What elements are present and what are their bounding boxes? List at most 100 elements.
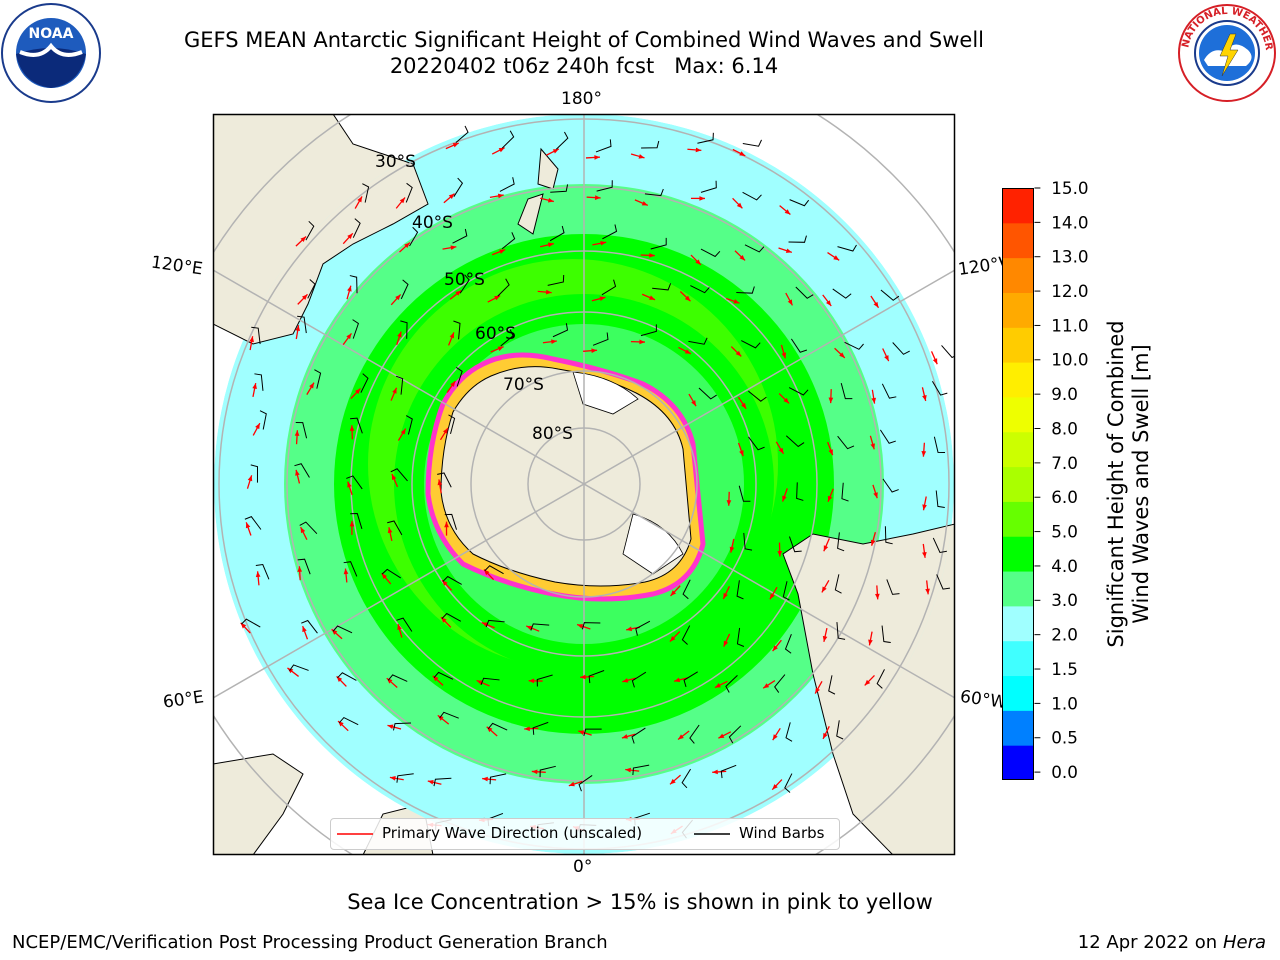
wind-barb [788, 536, 802, 553]
wind-barb [841, 482, 849, 502]
wind-barb [307, 279, 316, 299]
wave-arrow-head [839, 352, 845, 358]
lon-label-120e: 120°E [149, 252, 204, 280]
colorbar-segment [1002, 188, 1034, 224]
wind-barb [602, 224, 618, 240]
wave-arrow-head [828, 449, 833, 456]
wind-barb [936, 574, 950, 590]
wind-barb [681, 625, 691, 645]
wind-barb [834, 574, 842, 594]
colorbar-tick-label: 15.0 [1051, 178, 1088, 198]
wind-barb [501, 232, 516, 250]
wave-arrow-head [442, 580, 448, 586]
wind-barb [881, 625, 891, 644]
wind-barb [736, 286, 755, 294]
wave-arrow-head [826, 300, 832, 307]
wind-barb [350, 417, 363, 434]
wave-arrow-head [392, 387, 397, 394]
wave-arrow-head [387, 724, 394, 730]
wave-arrow-head [400, 428, 406, 435]
wave-arrow-head [255, 423, 260, 430]
wave-arrow-head [427, 779, 434, 785]
wind-barb [530, 623, 550, 631]
wind-barb [884, 526, 893, 545]
wave-arrow-head [625, 767, 632, 773]
wind-barb [555, 131, 569, 150]
wind-barb [795, 286, 814, 299]
lon-label-60w: 60°W [958, 686, 1009, 714]
wave-arrow-head [448, 193, 455, 199]
wave-arrow-head [497, 346, 504, 351]
wind-barb [720, 764, 737, 779]
wave-arrow-head [395, 294, 401, 301]
wave-arrow-head [482, 776, 488, 782]
wave-arrow-head [528, 678, 535, 684]
wind-barb [652, 283, 672, 291]
wave-arrow-head [399, 197, 406, 204]
colorbar-tick-label: 6.0 [1051, 487, 1078, 507]
wind-barb [632, 764, 650, 776]
wind-barb [650, 237, 667, 250]
map-panel [212, 113, 956, 856]
wave-arrow-head [600, 240, 607, 246]
colorbar-tick-label: 3.0 [1051, 590, 1078, 610]
wave-arrow-head [622, 678, 629, 683]
wave-arrow-head [397, 624, 402, 631]
colorbar-segment [1002, 431, 1034, 468]
wind-barb [931, 381, 948, 396]
wind-barb [880, 289, 900, 301]
wave-arrow-head [347, 233, 353, 240]
chart-subtitle: 20220402 t06z 240h fcst Max: 6.14 [0, 53, 1168, 79]
colorbar-segment [1002, 536, 1034, 572]
wave-arrow-head [735, 350, 742, 357]
chart-title: GEFS MEAN Antarctic Significant Height o… [183, 28, 985, 52]
wave-arrow-head [921, 451, 927, 457]
wind-barb [592, 332, 609, 346]
wave-arrow-head [778, 447, 784, 454]
wind-barb [241, 618, 261, 628]
wind-barb [742, 191, 762, 201]
wind-barb [453, 320, 461, 340]
wave-arrow-head [870, 539, 876, 546]
wind-barb [879, 429, 896, 444]
wind-barb [396, 617, 413, 632]
colorbar-ticks: 0.0 0.5 1.0 1.5 2.0 3.0 4.0 5.0 6.0 7.0 8.0 9.0 10.0… [1034, 178, 1089, 782]
wind-barb [932, 537, 947, 554]
map-border [212, 113, 956, 856]
wave-arrow-head [823, 545, 829, 552]
wave-arrow-head [741, 402, 747, 409]
wind-barb [837, 244, 857, 252]
wave-arrow-head [733, 299, 740, 304]
wave-arrow-head [287, 667, 294, 674]
wave-arrow-head [699, 196, 705, 201]
wind-barb [784, 773, 793, 793]
wind-barb [442, 575, 462, 585]
wave-arrow-head [580, 674, 586, 680]
wave-arrow-head [594, 195, 601, 200]
noaa-logo: NOAA [1, 3, 101, 103]
wind-barb [681, 768, 691, 789]
wind-barb [784, 634, 792, 654]
wave-arrow-head [638, 154, 645, 159]
wave-arrow-head [739, 254, 746, 261]
wave-arrow-head [255, 571, 261, 578]
colorbar-tick-label: 8.0 [1051, 418, 1078, 438]
wind-barb [409, 226, 419, 247]
wind-barbs [241, 125, 955, 839]
wind-barb [728, 725, 742, 744]
wind-barb [840, 383, 853, 400]
wave-arrow-head [591, 348, 598, 354]
wave-arrow-head [381, 573, 388, 579]
wind-barb [250, 464, 259, 483]
wind-barb [346, 475, 363, 490]
map-legend: Primary Wave Direction (unscaled) Wind B… [330, 818, 840, 850]
wind-barb [601, 279, 617, 296]
wind-barb [297, 315, 307, 334]
wave-arrow-head [739, 450, 744, 457]
wind-barb [892, 342, 910, 355]
wave-arrow-head [252, 383, 257, 389]
wind-barb [785, 722, 793, 742]
wind-barb [596, 180, 613, 192]
wind-barb [337, 672, 357, 681]
wind-barb [441, 612, 462, 622]
